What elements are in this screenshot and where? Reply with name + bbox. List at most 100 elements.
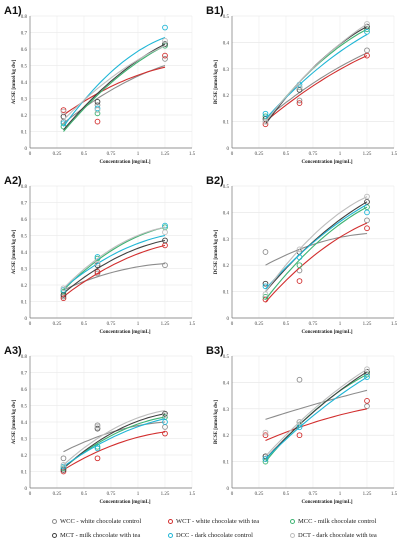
panel-label: A1)	[4, 5, 22, 17]
x-tick-label: 1.25	[161, 492, 170, 497]
y-tick-label: 0.6	[21, 48, 28, 53]
data-point-wcc	[296, 97, 303, 104]
legend-label-mct: MCT - milk chocolate with tea	[60, 532, 141, 539]
data-point-wct	[94, 455, 101, 462]
x-tick-label: 0.25	[53, 152, 62, 157]
data-point-wct	[364, 225, 370, 232]
y-tick-label: 0.1	[21, 471, 28, 476]
x-tick-label: 0.75	[107, 152, 116, 157]
data-point-dcc	[296, 424, 303, 431]
y-tick-label: 0.5	[21, 235, 28, 240]
data-point-wct	[94, 268, 101, 275]
data-point-wcc	[60, 455, 67, 462]
data-point-mct	[364, 198, 370, 205]
y-tick-label: 0.4	[223, 381, 230, 386]
data-point-wcc	[364, 403, 370, 410]
y-tick-label: 0.1	[21, 131, 28, 136]
x-tick-label: 0	[29, 492, 32, 497]
x-tick-label: 0.75	[107, 322, 116, 327]
data-point-wct	[296, 432, 303, 439]
y-tick-label: 0.8	[21, 15, 28, 20]
y-tick-label: 0.8	[21, 185, 28, 190]
x-axis-label: Concentration [mg/mL]	[302, 160, 353, 165]
fit-line-mct	[63, 239, 166, 294]
y-tick-label: 0.7	[21, 202, 28, 207]
y-axis-label: ACSE [mmol/kg dw]	[12, 399, 17, 444]
x-tick-label: 0.5	[81, 492, 88, 497]
panel-a1: 0 0.1 0.2 0.3 0.4 0.5 0.6 0.7 0.8 0 0.25 0.5 0.75 1 1.…	[4, 5, 196, 165]
x-tick-label: 0.25	[255, 152, 264, 157]
data-point-wcc	[364, 47, 370, 54]
y-tick-label: 0.1	[223, 291, 230, 296]
fit-line-mct	[63, 43, 166, 131]
y-tick-label: 0.4	[21, 421, 28, 426]
data-point-dct	[60, 108, 67, 115]
panel-a3: 0 0.1 0.2 0.3 0.4 0.5 0.6 0.7 0.8 0 0.25 0.5 0.75 1 1.…	[4, 345, 196, 505]
panel-label: B3)	[206, 345, 224, 357]
x-tick-label: 1	[137, 322, 140, 327]
data-point-wct	[162, 430, 168, 437]
data-point-wct	[94, 118, 101, 125]
panel-a2: 0 0.1 0.2 0.3 0.4 0.5 0.6 0.7 0.8 0 0.25 0.5 0.75 1 1.…	[4, 175, 196, 335]
y-tick-label: 0	[227, 147, 230, 152]
fit-line-dcc	[63, 36, 166, 127]
data-point-dct	[162, 229, 168, 236]
fit-line-wcc	[265, 52, 368, 120]
data-point-wct	[60, 107, 67, 113]
data-point-wct	[60, 295, 67, 302]
fit-line-mcc	[265, 28, 368, 122]
fit-line-dct	[265, 368, 368, 457]
x-tick-label: 0	[231, 152, 234, 157]
panel-label: B1)	[206, 5, 224, 17]
y-axis-label: ACSE [mmol/kg dw]	[12, 229, 17, 274]
panel-label: A3)	[4, 345, 22, 357]
y-axis-label: BCSE [mmol/kg dw]	[214, 60, 219, 105]
x-tick-label: 1.25	[363, 152, 372, 157]
x-tick-label: 1.25	[161, 152, 170, 157]
data-point-mct	[94, 425, 101, 432]
y-tick-label: 0.3	[21, 98, 28, 103]
x-tick-label: 1.5	[391, 322, 398, 327]
legend-item-dcc: DCC - dark chocolate control	[168, 532, 253, 539]
x-tick-label: 0.75	[309, 492, 318, 497]
x-tick-label: 1	[339, 152, 342, 157]
data-point-wcc	[94, 422, 101, 429]
data-point-wct	[296, 278, 303, 284]
y-tick-label: 0.1	[223, 121, 230, 126]
y-tick-label: 0.7	[21, 372, 28, 377]
y-axis-label: BCSE [mmol/kg dw]	[214, 400, 219, 445]
fit-line-mct	[265, 201, 368, 292]
data-point-dct	[162, 412, 168, 419]
data-point-dct	[94, 260, 101, 267]
y-tick-label: 0.2	[21, 454, 28, 459]
data-point-dct	[364, 366, 370, 373]
x-tick-label: 1.25	[363, 492, 372, 497]
data-point-dcc	[262, 283, 269, 290]
x-tick-label: 1.5	[391, 152, 398, 157]
data-point-mct	[162, 410, 168, 417]
x-tick-label: 0.25	[53, 492, 62, 497]
x-tick-label: 1	[137, 492, 140, 497]
fit-line-dcc	[265, 376, 368, 460]
data-point-dct	[296, 84, 303, 91]
data-point-wct	[296, 100, 303, 106]
y-tick-label: 0.5	[21, 65, 28, 70]
x-tick-label: 0.75	[309, 152, 318, 157]
legend-marker-mcc	[290, 519, 295, 525]
data-point-wcc	[296, 376, 303, 383]
y-tick-label: 0	[25, 317, 28, 322]
y-tick-label: 0.3	[21, 438, 28, 443]
y-tick-label: 0.7	[21, 32, 28, 37]
data-point-wct	[162, 52, 168, 59]
legend-item-dct: DCT - dark chocolate with tea	[290, 532, 377, 539]
data-point-dcc	[364, 209, 370, 216]
y-tick-label: 0	[227, 487, 230, 492]
fit-line-dcc	[265, 204, 368, 290]
y-tick-label: 0.1	[21, 301, 28, 306]
data-point-wcc	[162, 56, 168, 62]
legend-label-wct: WCT - white chocolate with tea	[176, 518, 260, 525]
fit-line-wct	[63, 66, 166, 116]
data-point-dcc	[60, 120, 67, 127]
fit-line-wct	[265, 408, 368, 442]
